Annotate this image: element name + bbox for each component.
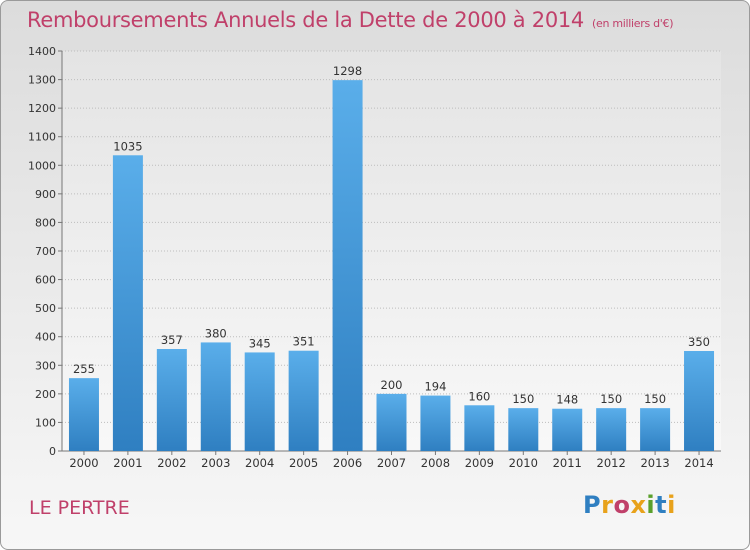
bar-value-label: 351	[293, 335, 315, 349]
x-tick-label: 2000	[69, 456, 98, 470]
x-tick-label: 2007	[377, 456, 406, 470]
x-tick-label: 2011	[553, 456, 582, 470]
x-tick-label: 2001	[113, 456, 142, 470]
title-text: Remboursements Annuels de la Dette de 20…	[27, 8, 584, 32]
x-tick-label: 2014	[684, 456, 713, 470]
bar-value-label: 148	[556, 393, 578, 407]
logo-letter: P	[583, 491, 602, 519]
y-tick-label: 100	[35, 416, 56, 429]
x-tick-label: 2013	[640, 456, 669, 470]
bar-value-label: 345	[249, 336, 271, 350]
x-tick-label: 2005	[289, 456, 318, 470]
y-tick-label: 0	[49, 445, 56, 458]
logo-letter: o	[613, 491, 631, 519]
bar	[68, 378, 99, 451]
y-tick-label: 400	[35, 331, 56, 344]
x-tick-label: 2004	[245, 456, 274, 470]
x-tick-label: 2003	[201, 456, 230, 470]
y-tick-label: 1200	[28, 102, 56, 115]
bar	[156, 349, 187, 451]
bar	[640, 408, 671, 451]
bar-value-label: 350	[688, 335, 710, 349]
x-tick-label: 2010	[509, 456, 538, 470]
y-tick-label: 1400	[28, 45, 56, 58]
bar-value-label: 380	[205, 326, 227, 340]
unit-label: (en milliers d'€)	[592, 17, 674, 30]
y-tick-label: 1300	[28, 74, 56, 87]
y-tick-label: 900	[35, 188, 56, 201]
bar	[420, 395, 451, 451]
bar-value-label: 160	[468, 389, 490, 403]
bar	[244, 352, 275, 451]
bar	[376, 393, 407, 451]
bar	[684, 351, 715, 451]
bar-value-label: 1298	[333, 64, 362, 78]
logo-letter: x	[630, 491, 647, 519]
logo-letter: t	[655, 491, 668, 519]
y-tick-label: 1000	[28, 159, 56, 172]
x-tick-label: 2009	[465, 456, 494, 470]
y-tick-label: 700	[35, 245, 56, 258]
y-tick-label: 600	[35, 274, 56, 287]
x-tick-label: 2008	[421, 456, 450, 470]
bar-value-label: 194	[424, 380, 446, 394]
bar-value-label: 200	[381, 378, 403, 392]
bar-value-label: 150	[644, 392, 666, 406]
logo-letter: r	[601, 491, 614, 519]
bar	[288, 350, 319, 451]
y-tick-label: 1100	[28, 131, 56, 144]
bar	[200, 342, 231, 451]
y-tick-label: 800	[35, 216, 56, 229]
bar-value-label: 255	[73, 362, 95, 376]
bar-value-label: 357	[161, 333, 183, 347]
y-tick-label: 200	[35, 388, 56, 401]
bar	[508, 408, 539, 451]
x-tick-label: 2002	[157, 456, 186, 470]
y-tick-label: 300	[35, 359, 56, 372]
bar	[464, 405, 495, 451]
bar-value-label: 150	[512, 392, 534, 406]
proxiti-logo: Proxiti	[583, 491, 676, 519]
chart-title: Remboursements Annuels de la Dette de 20…	[27, 8, 673, 32]
commune-name: LE PERTRE	[29, 497, 130, 519]
bar-value-label: 150	[600, 392, 622, 406]
bar	[596, 408, 627, 451]
logo-letter: i	[667, 491, 676, 519]
x-tick-label: 2006	[333, 456, 362, 470]
bar-value-label: 1035	[113, 139, 142, 153]
x-tick-label: 2012	[597, 456, 626, 470]
y-tick-label: 500	[35, 302, 56, 315]
bar	[332, 80, 363, 452]
bar	[112, 155, 143, 452]
bar	[552, 408, 583, 451]
logo-letter: i	[646, 491, 656, 519]
